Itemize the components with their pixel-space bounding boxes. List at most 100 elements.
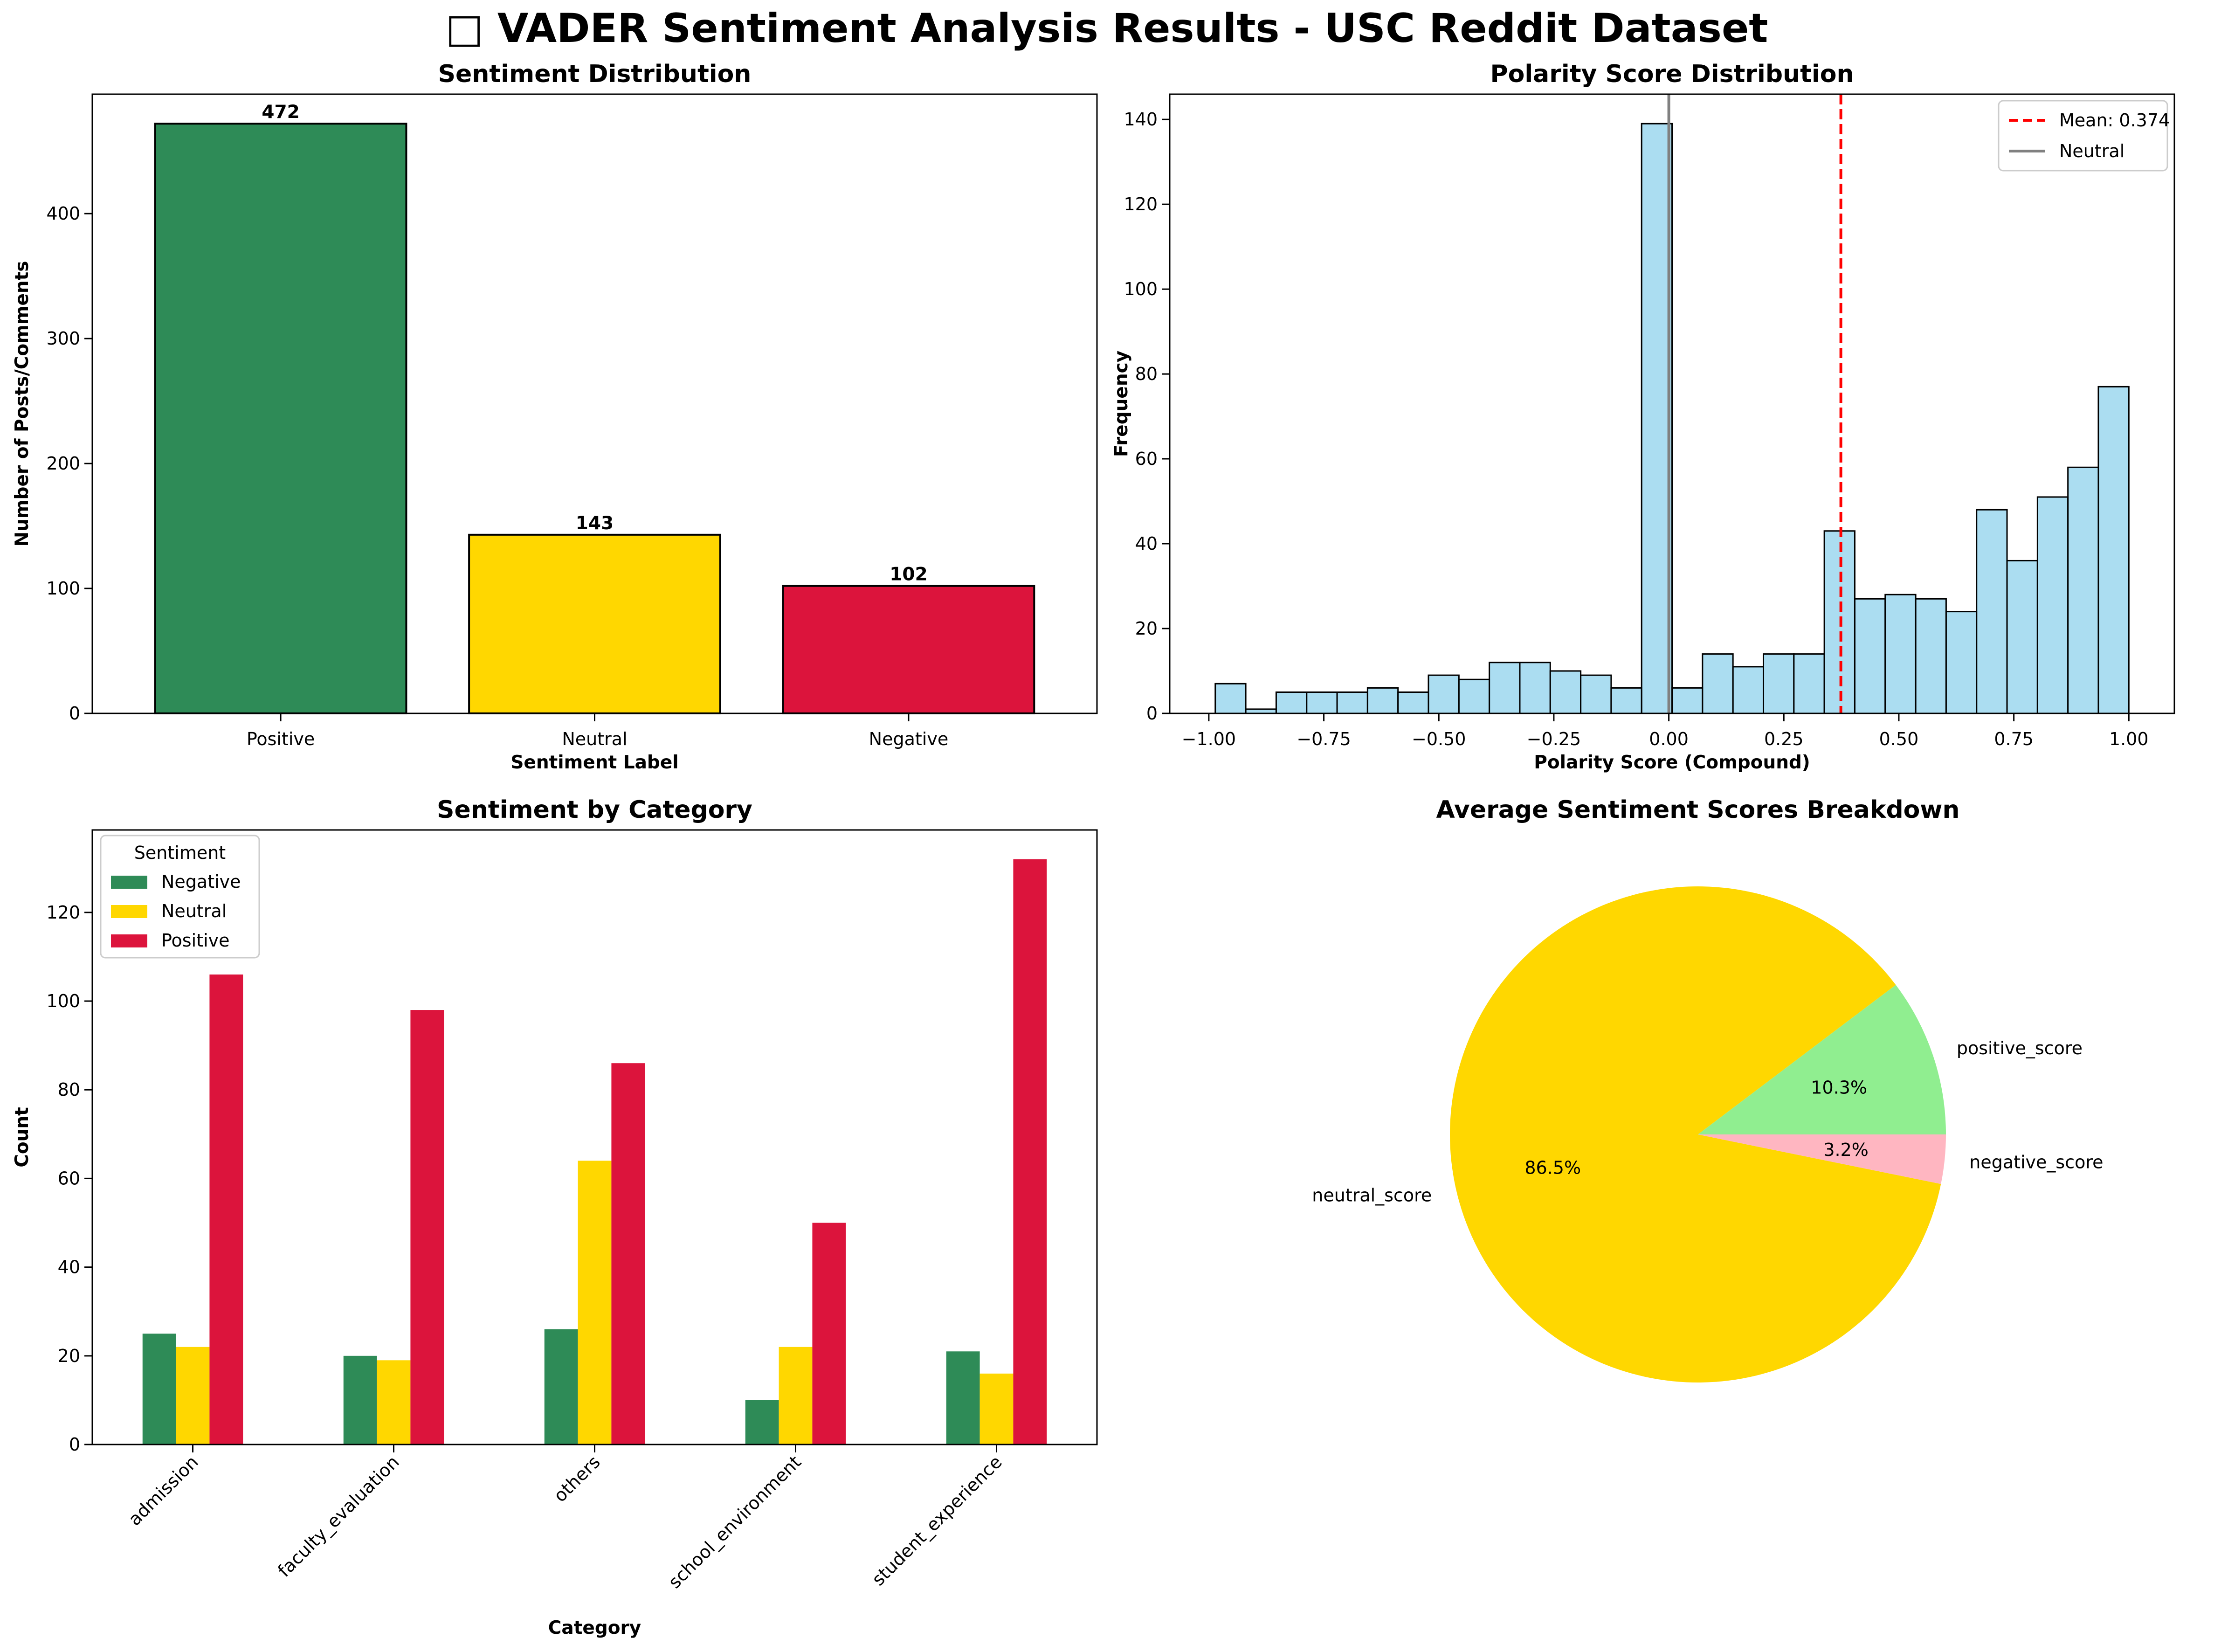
chart2-ytick-label: 60	[58, 1168, 80, 1189]
xtick-label: 1.00	[2109, 729, 2149, 749]
xtick-label: 0.75	[1994, 729, 2034, 749]
pie-slice-neutral-score	[1450, 886, 1941, 1382]
chart2-ytick-label: 100	[46, 991, 80, 1011]
chart-title: Sentiment Distribution	[438, 60, 752, 88]
xtick-label: 0.50	[1879, 729, 1919, 749]
chart-title: Average Sentiment Scores Breakdown	[1436, 796, 1960, 824]
figure-title-text: VADER Sentiment Analysis Results - USC R…	[497, 5, 1768, 52]
bar-positive-student_experience	[1013, 859, 1047, 1445]
histogram-bin	[1366, 687, 1399, 714]
sentiment-distribution-chart: 472 Positive 143 Neutral 102 Negative 0 100 200 3…	[12, 60, 1098, 773]
pie-percent-label: 86.5%	[1524, 1158, 1581, 1178]
bar-neutral-admission	[176, 1347, 210, 1445]
histogram-bin	[2067, 466, 2099, 714]
histogram-bin	[1458, 678, 1490, 714]
chart0-ytick-label: 0	[69, 703, 80, 724]
bar-positive	[154, 123, 407, 715]
x-axis-label: Sentiment Label	[510, 752, 678, 773]
xtick-label: 0.25	[1764, 729, 1804, 749]
histogram-bin	[1976, 509, 2008, 714]
bar-positive-admission	[209, 975, 243, 1445]
xtick-label: Neutral	[562, 729, 627, 749]
bar-negative-admission	[142, 1334, 176, 1445]
legend-label: Neutral	[161, 901, 227, 921]
histogram-bin	[2006, 560, 2038, 714]
chart2-ytick-label: 0	[69, 1434, 80, 1455]
chart1-frame	[1169, 93, 2175, 714]
chart2-ytick-label: 80	[58, 1079, 80, 1100]
xtick-label: 0.00	[1649, 729, 1689, 749]
bar-negative-faculty_evaluation	[343, 1355, 377, 1445]
y-axis-label: Count	[12, 1107, 33, 1168]
bar-negative-student_experience	[946, 1351, 980, 1445]
chart1-ytick-label: 60	[1135, 449, 1158, 469]
pie-percent-label: 3.2%	[1823, 1140, 1869, 1160]
title-emoji-placeholder: □	[446, 5, 483, 52]
legend-box	[1998, 100, 2168, 172]
legend-mean-label: Mean: 0.374	[2059, 110, 2170, 131]
chart-title: Polarity Score Distribution	[1490, 60, 1854, 88]
pie-slice-label: negative_score	[1969, 1152, 2103, 1173]
histogram-bin	[1336, 691, 1368, 714]
chart2-ytick-label: 40	[58, 1257, 80, 1278]
histogram-bin	[1702, 653, 1734, 714]
pie-slice-label: neutral_score	[1312, 1185, 1432, 1205]
chart0-ytick-label: 200	[46, 453, 80, 474]
bar-neutral-faculty_evaluation	[377, 1360, 411, 1445]
histogram-bin	[1641, 123, 1673, 714]
bar-positive-faculty_evaluation	[410, 1010, 444, 1445]
histogram-bin	[1945, 611, 1978, 714]
xtick-label: −0.25	[1527, 729, 1581, 749]
bar-neutral-school_environment	[779, 1347, 813, 1445]
histogram-bin	[1854, 598, 1886, 714]
pie-slice-negative-score	[1698, 1134, 1946, 1184]
bar-value-label: 472	[262, 102, 299, 123]
legend-box	[100, 835, 260, 959]
chart0-frame	[91, 93, 1098, 714]
histogram-bin	[1915, 598, 1947, 714]
x-axis-label: Category	[548, 1617, 641, 1638]
bar-neutral	[468, 533, 721, 715]
xtick-label: −0.50	[1412, 729, 1466, 749]
chart1-ytick-label: 80	[1135, 364, 1158, 384]
histogram-bin	[1610, 687, 1642, 714]
chart2-frame	[91, 829, 1098, 1445]
bar-neutral-student_experience	[979, 1373, 1014, 1445]
histogram-bin	[1519, 662, 1551, 714]
histogram-bin	[1549, 670, 1582, 714]
histogram-bin	[1793, 653, 1825, 714]
xtick-label: Positive	[247, 729, 315, 749]
histogram-bin	[2036, 496, 2069, 714]
sentiment-scores-pie-chart: 10.3% positive_score 86.5% neutral_score 3.2…	[1312, 796, 2104, 1382]
chart1-ytick-label: 140	[1124, 109, 1158, 130]
bar-neutral-others	[578, 1161, 612, 1445]
histogram-bin	[1489, 662, 1521, 714]
histogram-bin	[1397, 691, 1429, 714]
legend-label: Positive	[161, 930, 230, 951]
histogram-bin	[1275, 691, 1308, 714]
legend-swatch-neutral	[111, 905, 147, 918]
figure-title: □ VADER Sentiment Analysis Results - USC …	[446, 5, 1768, 52]
histogram-bin	[1428, 674, 1460, 714]
xtick-label: −1.00	[1182, 729, 1236, 749]
chart1-ytick-label: 120	[1124, 194, 1158, 214]
histogram-bin	[1763, 653, 1795, 714]
histogram-bin	[1671, 687, 1704, 714]
bar-positive-others	[611, 1063, 645, 1445]
histogram-bin	[1732, 666, 1765, 714]
pie-slice-positive-score	[1698, 985, 1946, 1134]
bar-positive-school_environment	[812, 1223, 846, 1445]
legend-label: Negative	[161, 871, 241, 892]
y-axis-label: Number of Posts/Comments	[12, 261, 33, 546]
bar-value-label: 102	[890, 564, 927, 585]
y-axis-label: Frequency	[1111, 351, 1132, 457]
legend-neutral-label: Neutral	[2059, 141, 2124, 161]
histogram-bin	[1214, 683, 1247, 714]
xtick-label: Negative	[869, 729, 949, 749]
chart1-ytick-label: 20	[1135, 618, 1158, 639]
histogram-bin	[2097, 386, 2130, 714]
xtick-label: −0.75	[1297, 729, 1351, 749]
pie-percent-label: 10.3%	[1811, 1078, 1867, 1098]
histogram-bin	[1306, 691, 1338, 714]
